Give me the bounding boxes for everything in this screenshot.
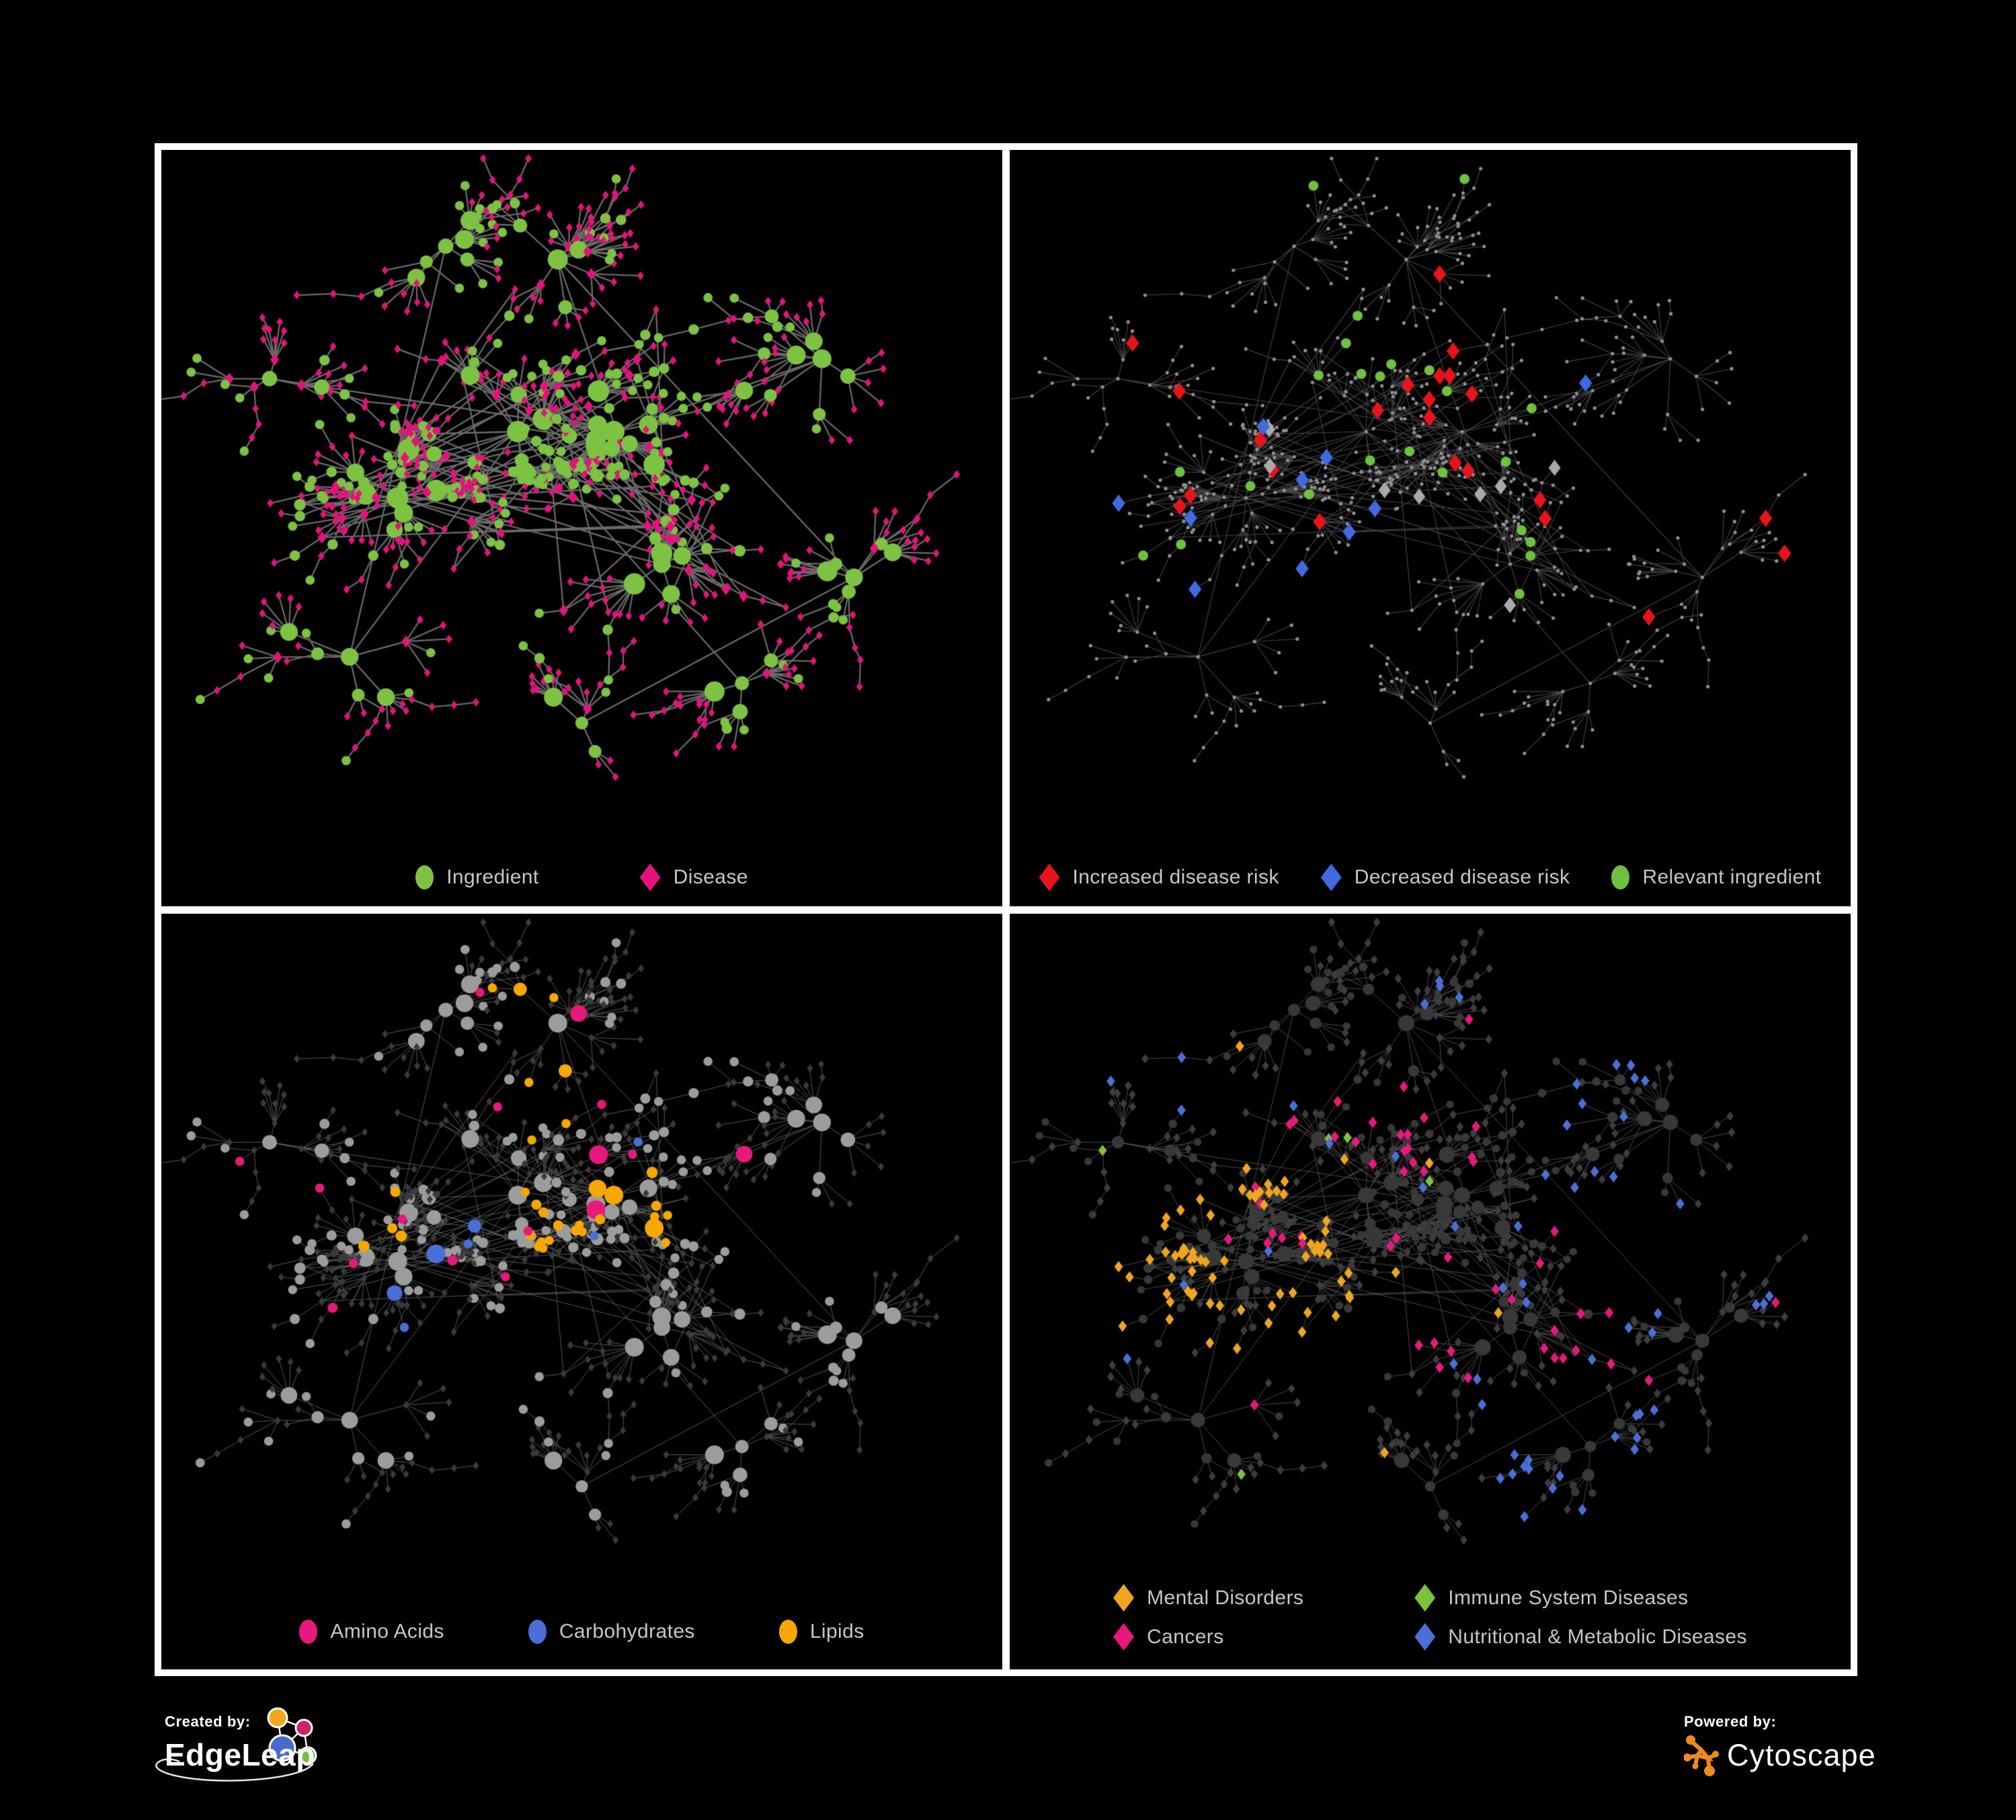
legend-item-mental-disorders: Mental Disorders	[1113, 1584, 1303, 1612]
legend-item-increased-risk: Increased disease risk	[1039, 863, 1279, 892]
legend-label: Ingredient	[446, 866, 539, 888]
legend-item-relevant-ingredient: Relevant ingredient	[1611, 865, 1821, 889]
panel-disease-risk: Increased disease risk Decreased disease…	[1010, 150, 1851, 906]
legend-label: Carbohydrates	[559, 1620, 695, 1643]
edgeleap-logo-icon	[155, 1707, 317, 1782]
created-by-label: Created by:	[165, 1713, 251, 1730]
cancers-diamond-swatch-icon	[1113, 1623, 1135, 1651]
network-canvas-disease-risk	[1010, 150, 1851, 906]
legend-label: Increased disease risk	[1072, 866, 1279, 888]
created-by-block: Created by: EdgeLeap	[165, 1713, 315, 1773]
legend-item-cancers: Cancers	[1113, 1623, 1303, 1651]
legend-compound-classes: Amino Acids Carbohydrates Lipids	[161, 1620, 1002, 1644]
legend-item-immune-diseases: Immune System Diseases	[1414, 1584, 1747, 1612]
legend-label: Decreased disease risk	[1354, 866, 1570, 888]
legend-item-decreased-risk: Decreased disease risk	[1320, 863, 1570, 892]
legend-label: Nutritional & Metabolic Diseases	[1448, 1625, 1747, 1648]
legend-ingredient-disease: Ingredient Disease	[161, 863, 1002, 892]
legend-item-ingredient: Ingredient	[415, 865, 538, 889]
legend-label: Mental Disorders	[1147, 1586, 1304, 1609]
relevant-ingredient-circle-swatch-icon	[1611, 865, 1630, 889]
metabolic-diseases-diamond-swatch-icon	[1414, 1623, 1436, 1651]
network-canvas-ingredient-disease	[161, 150, 1002, 906]
disease-diamond-swatch-icon	[639, 863, 661, 892]
panel-grid: Ingredient Disease Increased disease ris…	[155, 143, 1857, 1676]
powered-by-label: Powered by:	[1684, 1713, 1777, 1730]
decreased-risk-diamond-swatch-icon	[1320, 863, 1342, 892]
legend-label: Cancers	[1147, 1625, 1224, 1648]
panel-compound-classes: Amino Acids Carbohydrates Lipids	[161, 913, 1002, 1669]
legend-label: Lipids	[809, 1620, 864, 1643]
edgeleap-brand: EdgeLeap	[165, 1737, 315, 1772]
network-canvas-disease-categories	[1010, 913, 1851, 1669]
amino-acids-circle-swatch-icon	[299, 1620, 318, 1644]
immune-diseases-diamond-swatch-icon	[1414, 1584, 1436, 1612]
legend-item-lipids: Lipids	[778, 1620, 864, 1644]
powered-by-block: Powered by: Cytosc	[1684, 1713, 1876, 1776]
legend-label: Relevant ingredient	[1642, 866, 1822, 888]
legend-item-carbohydrates: Carbohydrates	[528, 1620, 695, 1644]
network-canvas-compound-classes	[161, 913, 1002, 1669]
carbohydrates-circle-swatch-icon	[528, 1620, 547, 1644]
ingredient-circle-swatch-icon	[415, 865, 434, 889]
legend-disease-categories: Mental Disorders Immune System Diseases …	[1010, 1584, 1851, 1651]
lipids-circle-swatch-icon	[778, 1620, 797, 1644]
panel-disease-categories: Mental Disorders Immune System Diseases …	[1010, 913, 1851, 1669]
panel-ingredient-disease: Ingredient Disease	[161, 150, 1002, 906]
legend-item-disease: Disease	[639, 863, 748, 892]
legend-label: Disease	[673, 866, 748, 888]
cytoscape-brand: Cytoscape	[1727, 1738, 1876, 1772]
legend-disease-risk: Increased disease risk Decreased disease…	[1010, 863, 1851, 892]
mental-disorders-diamond-swatch-icon	[1113, 1584, 1135, 1612]
legend-label: Immune System Diseases	[1448, 1586, 1689, 1609]
legend-label: Amino Acids	[330, 1620, 444, 1643]
legend-item-amino-acids: Amino Acids	[299, 1620, 444, 1644]
cytoscape-logo-icon	[1684, 1735, 1719, 1776]
increased-risk-diamond-swatch-icon	[1039, 863, 1060, 892]
legend-item-metabolic-diseases: Nutritional & Metabolic Diseases	[1414, 1623, 1747, 1651]
